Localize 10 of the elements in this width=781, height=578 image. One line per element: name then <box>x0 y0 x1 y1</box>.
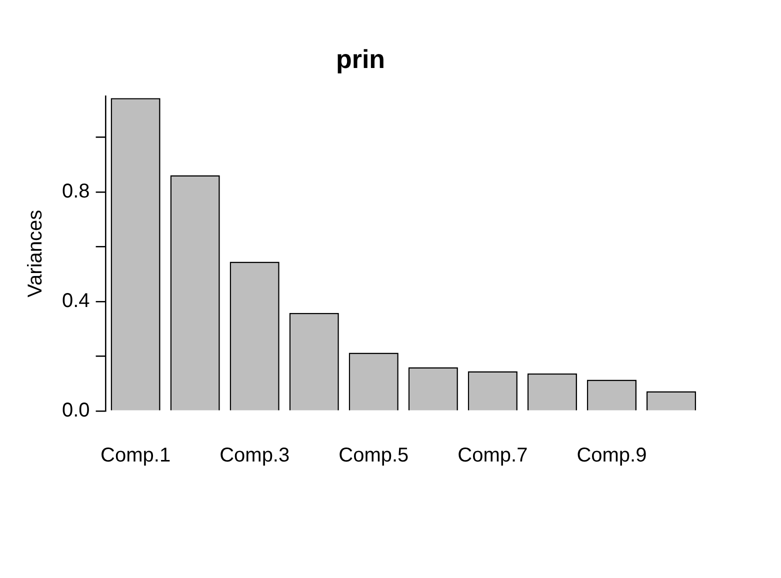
y-tick-label: 0.4 <box>62 290 90 312</box>
y-axis-title: Variances <box>24 210 47 298</box>
x-tick-label: Comp.7 <box>458 444 528 467</box>
y-tick-label: 0.0 <box>62 400 90 422</box>
x-tick-label: Comp.1 <box>100 444 171 467</box>
x-tick-label: Comp.5 <box>338 444 409 467</box>
x-tick-label: Comp.3 <box>220 444 290 467</box>
y-tick-label: 0.8 <box>62 180 90 203</box>
chart-title: prin <box>336 44 386 74</box>
x-tick-label: Comp.9 <box>576 444 647 467</box>
